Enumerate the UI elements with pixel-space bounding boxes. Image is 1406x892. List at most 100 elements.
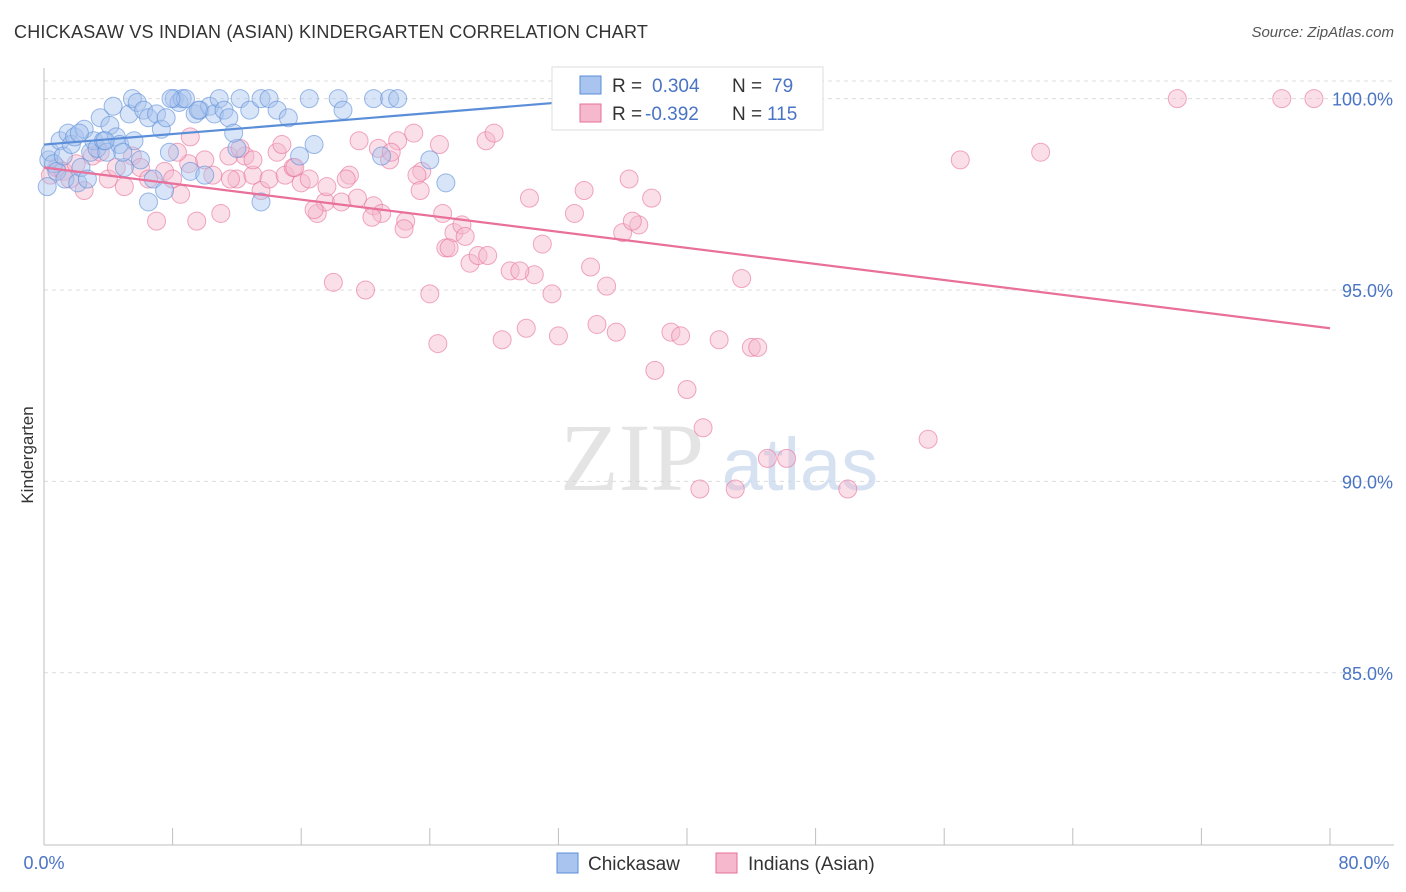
series-legend: Chickasaw Indians (Asian) bbox=[556, 852, 875, 875]
point-chickasaw-57 bbox=[304, 135, 324, 155]
point-chickasaw-46 bbox=[204, 104, 224, 124]
legend-swatch-indians bbox=[579, 103, 602, 123]
point-chickasaw-49 bbox=[219, 108, 239, 128]
point-indians-60 bbox=[524, 265, 544, 285]
point-chickasaw-41 bbox=[180, 161, 200, 181]
point-chickasaw-55 bbox=[278, 108, 298, 128]
chart-title: CHICKASAW VS INDIAN (ASIAN) KINDERGARTEN… bbox=[14, 22, 649, 42]
x-tick-label-0: 0.0% bbox=[23, 853, 64, 873]
point-indians-78 bbox=[950, 150, 970, 170]
legend-r-value-2: -0.392 bbox=[645, 104, 699, 125]
point-chickasaw-40 bbox=[175, 89, 195, 109]
point-chickasaw-24 bbox=[110, 135, 130, 155]
point-chickasaw-29 bbox=[130, 150, 150, 170]
point-indians-33 bbox=[299, 169, 319, 189]
point-chickasaw-76 bbox=[224, 123, 244, 143]
point-indians-105 bbox=[732, 269, 752, 289]
point-indians-44 bbox=[388, 131, 408, 151]
point-chickasaw-9 bbox=[61, 135, 81, 155]
point-chickasaw-74 bbox=[113, 142, 133, 162]
point-indians-80 bbox=[1167, 89, 1187, 109]
point-indians-64 bbox=[581, 257, 601, 277]
point-indians-88 bbox=[349, 131, 369, 151]
point-indians-90 bbox=[394, 219, 414, 239]
legend-swatch-chickasaw bbox=[579, 75, 602, 95]
point-chickasaw-21 bbox=[100, 115, 120, 135]
point-indians-18 bbox=[179, 154, 199, 174]
point-chickasaw-33 bbox=[147, 104, 167, 124]
trend-line-indians bbox=[43, 166, 1331, 330]
point-chickasaw-53 bbox=[259, 89, 279, 109]
point-chickasaw-75 bbox=[161, 89, 181, 109]
point-chickasaw-63 bbox=[388, 89, 408, 109]
point-indians-57 bbox=[492, 330, 512, 350]
point-indians-68 bbox=[645, 360, 665, 380]
point-indians-37 bbox=[331, 192, 351, 212]
point-indians-91 bbox=[407, 165, 427, 185]
point-indians-34 bbox=[307, 203, 327, 223]
legend-r-label-2: R = bbox=[612, 104, 642, 125]
point-indians-114 bbox=[368, 138, 388, 158]
point-indians-12 bbox=[130, 158, 150, 178]
point-indians-48 bbox=[420, 284, 440, 304]
point-indians-28 bbox=[259, 169, 279, 189]
point-indians-54 bbox=[468, 246, 488, 266]
point-chickasaw-52 bbox=[251, 89, 271, 109]
legend-n-value-2: 115 bbox=[767, 104, 797, 125]
point-indians-71 bbox=[693, 418, 713, 438]
point-indians-26 bbox=[243, 165, 263, 185]
point-chickasaw-60 bbox=[364, 89, 384, 109]
point-chickasaw-22 bbox=[103, 96, 123, 116]
point-chickasaw-26 bbox=[119, 104, 139, 124]
point-indians-102 bbox=[642, 188, 662, 208]
stats-legend: R = 0.304 N = 79 R = -0.392 N = 115 bbox=[551, 66, 824, 131]
point-indians-62 bbox=[548, 326, 568, 346]
point-indians-24 bbox=[227, 169, 247, 189]
point-indians-89 bbox=[362, 207, 382, 227]
point-indians-118 bbox=[619, 169, 639, 189]
point-indians-76 bbox=[838, 479, 858, 499]
point-indians-84 bbox=[304, 200, 324, 220]
point-indians-117 bbox=[433, 203, 453, 223]
y-axis-label: Kindergarten bbox=[18, 406, 37, 503]
point-indians-79 bbox=[1031, 142, 1051, 162]
axes bbox=[43, 68, 1394, 846]
point-indians-107 bbox=[777, 448, 797, 468]
point-indians-20 bbox=[195, 150, 215, 170]
point-chickasaw-62 bbox=[380, 89, 400, 109]
point-chickasaw-51 bbox=[240, 100, 260, 120]
point-indians-113 bbox=[317, 177, 337, 197]
point-indians-23 bbox=[219, 146, 239, 166]
point-indians-85 bbox=[336, 169, 356, 189]
point-indians-40 bbox=[356, 280, 375, 300]
point-indians-19 bbox=[187, 211, 207, 231]
point-indians-82 bbox=[1304, 89, 1324, 109]
point-indians-92 bbox=[429, 135, 449, 155]
point-indians-15 bbox=[155, 161, 175, 181]
point-indians-58 bbox=[500, 261, 520, 281]
point-indians-115 bbox=[381, 142, 401, 162]
point-indians-46 bbox=[404, 123, 424, 143]
point-indians-116 bbox=[410, 180, 430, 200]
point-chickasaw-18 bbox=[90, 108, 110, 128]
point-indians-53 bbox=[460, 253, 480, 273]
point-indians-5 bbox=[74, 180, 94, 200]
point-indians-96 bbox=[519, 188, 539, 208]
point-chickasaw-61 bbox=[372, 146, 392, 166]
point-indians-49 bbox=[428, 334, 448, 354]
point-indians-55 bbox=[476, 131, 496, 151]
point-chickasaw-73 bbox=[69, 123, 89, 143]
point-indians-87 bbox=[243, 150, 263, 170]
point-indians-61 bbox=[532, 234, 552, 254]
point-indians-10 bbox=[114, 177, 134, 197]
point-indians-70 bbox=[677, 380, 697, 400]
watermark-zip: ZIP bbox=[560, 404, 704, 511]
point-indians-17 bbox=[171, 184, 191, 204]
point-indians-98 bbox=[574, 180, 594, 200]
point-indians-51 bbox=[444, 223, 464, 243]
point-chickasaw-35 bbox=[156, 108, 176, 128]
legend-n-label-2: N = bbox=[732, 104, 762, 125]
point-chickasaw-58 bbox=[328, 89, 348, 109]
point-indians-14 bbox=[147, 211, 167, 231]
point-indians-81 bbox=[1272, 89, 1292, 109]
